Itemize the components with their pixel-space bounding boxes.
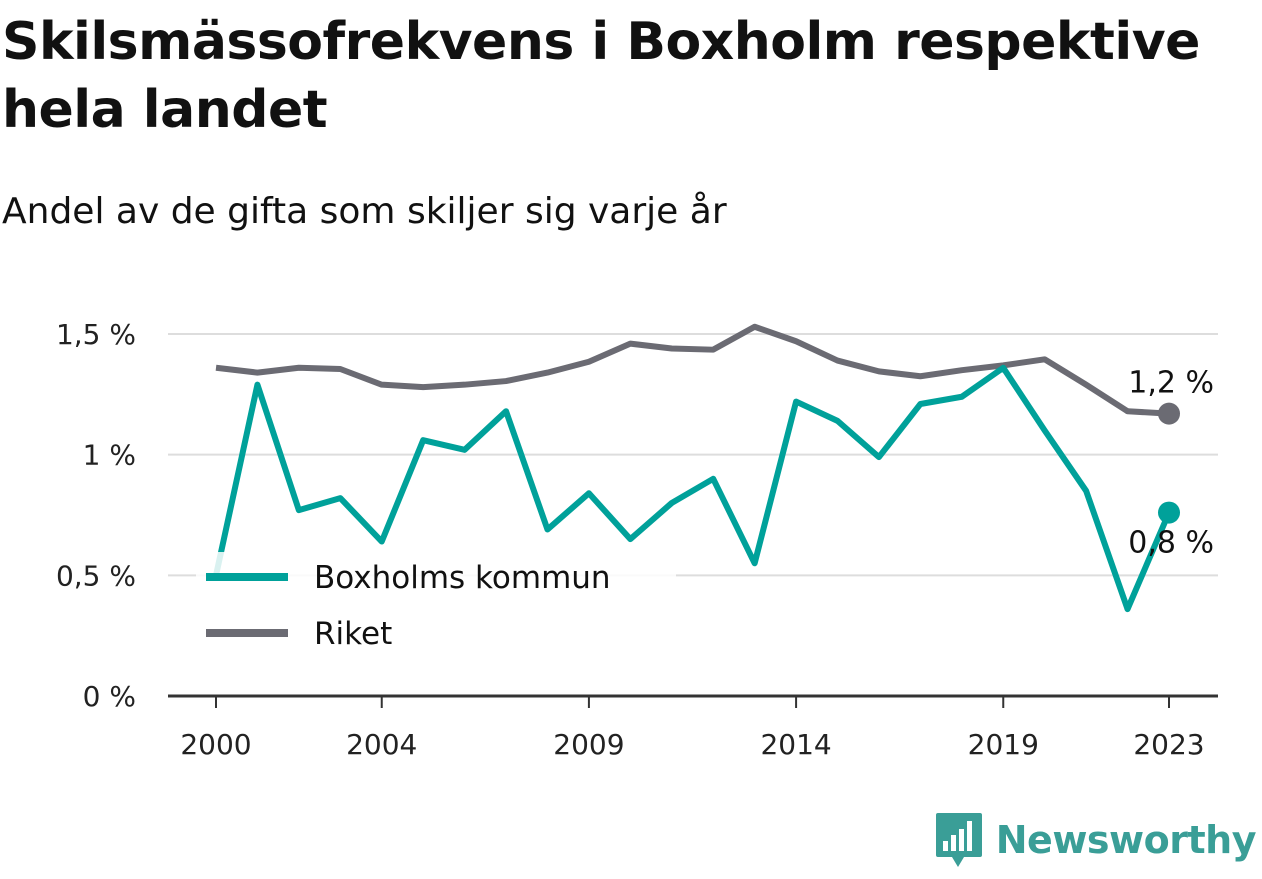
x-tick-label: 2004 — [346, 728, 417, 761]
x-tick-label: 2009 — [553, 728, 624, 761]
end-label-riket: 1,2 % — [1128, 366, 1214, 401]
x-tick-label: 2014 — [760, 728, 831, 761]
series-lines — [213, 323, 1180, 613]
x-tick-label: 2023 — [1133, 728, 1204, 761]
legend-background — [196, 552, 676, 662]
axes: 0 % 0,5 % 1 % 1,5 % 2000 2004 2009 2014 2019 2023 — [56, 318, 1218, 761]
y-tick-label: 1 % — [83, 439, 136, 472]
newsworthy-logo-icon — [935, 813, 982, 867]
legend: Boxholms kommun Riket — [196, 552, 676, 662]
chart-title: Skilsmässofrekvens i Boxholm respektive … — [2, 12, 1200, 140]
legend-label: Boxholms kommun — [314, 560, 611, 596]
x-tick-label: 2019 — [968, 728, 1039, 761]
series-end-point — [1158, 402, 1180, 425]
brand-name: Newsworthy — [995, 818, 1257, 862]
legend-label: Riket — [314, 616, 392, 652]
x-tick-label: 2000 — [180, 728, 251, 761]
chart-subtitle: Andel av de gifta som skiljer sig varje … — [2, 191, 727, 232]
brand: Newsworthy — [934, 811, 1257, 869]
series-end-point — [1158, 501, 1180, 524]
series-last-segment — [1124, 509, 1172, 613]
y-tick-label: 1,5 % — [56, 318, 136, 351]
end-label-boxholm: 0,8 % — [1128, 526, 1214, 561]
y-tick-label: 0,5 % — [56, 559, 136, 592]
end-labels: 1,2 % 0,8 % — [1128, 366, 1214, 561]
y-tick-label: 0 % — [83, 680, 136, 713]
series-line-riket — [215, 323, 1130, 414]
series-line-boxholm — [213, 364, 1131, 611]
